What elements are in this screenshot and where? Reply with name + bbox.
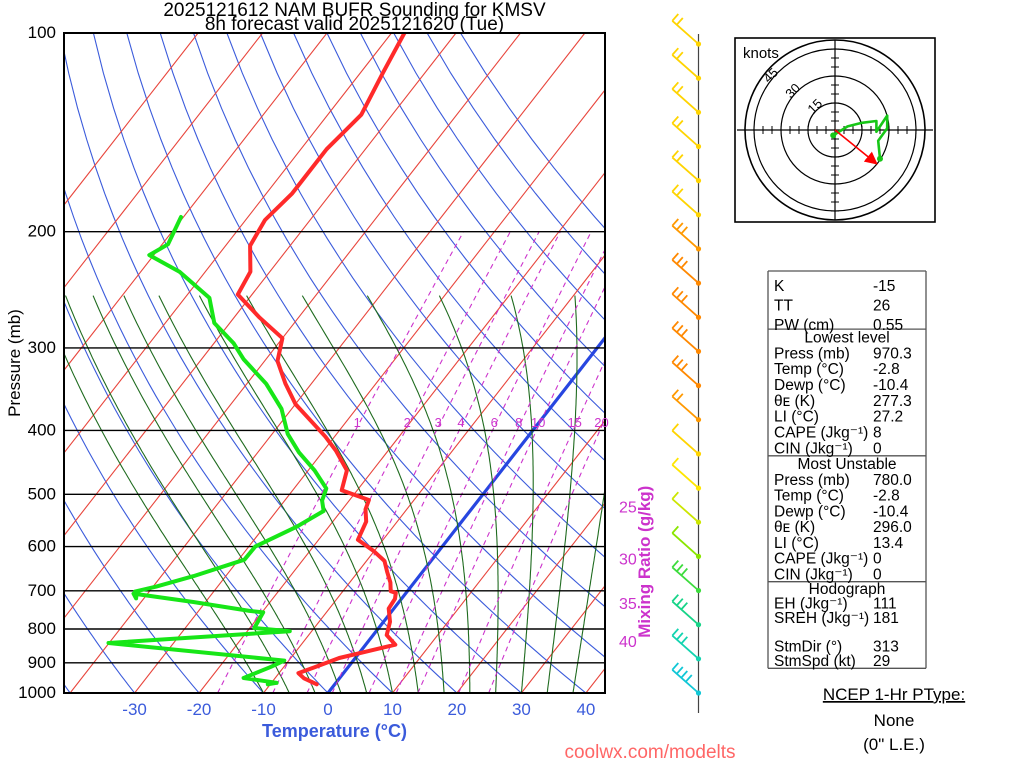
svg-text:CIN (Jkg⁻¹): CIN (Jkg⁻¹): [774, 440, 853, 457]
svg-text:Temp (°C): Temp (°C): [774, 361, 844, 378]
svg-text:-15: -15: [873, 278, 895, 295]
svg-text:(0" L.E.): (0" L.E.): [863, 735, 925, 754]
svg-text:CAPE (Jkg⁻¹): CAPE (Jkg⁻¹): [774, 425, 868, 442]
svg-text:0: 0: [873, 551, 882, 568]
svg-text:-30: -30: [122, 700, 147, 719]
svg-text:1: 1: [354, 415, 361, 430]
svg-text:-10: -10: [251, 700, 276, 719]
svg-text:10: 10: [383, 700, 402, 719]
svg-text:Pressure (mb): Pressure (mb): [5, 309, 24, 417]
svg-text:700: 700: [28, 581, 56, 600]
svg-text:TT: TT: [774, 298, 793, 315]
svg-text:θᴇ (K): θᴇ (K): [774, 393, 815, 410]
svg-text:3: 3: [435, 415, 442, 430]
svg-text:StmSpd (kt): StmSpd (kt): [774, 653, 856, 670]
svg-text:26: 26: [873, 298, 890, 315]
svg-text:-2.8: -2.8: [873, 361, 900, 378]
svg-text:277.3: 277.3: [873, 393, 912, 410]
svg-text:29: 29: [873, 653, 890, 670]
svg-text:800: 800: [28, 619, 56, 638]
svg-text:296.0: 296.0: [873, 519, 912, 536]
svg-text:LI (°C): LI (°C): [774, 409, 819, 426]
svg-text:NCEP 1-Hr PType:: NCEP 1-Hr PType:: [823, 685, 965, 704]
svg-text:10: 10: [531, 415, 545, 430]
svg-text:LI (°C): LI (°C): [774, 535, 819, 552]
svg-text:970.3: 970.3: [873, 345, 912, 362]
svg-text:-2.8: -2.8: [873, 488, 900, 505]
svg-text:8: 8: [515, 415, 522, 430]
svg-text:27.2: 27.2: [873, 409, 903, 426]
svg-text:-20: -20: [187, 700, 212, 719]
svg-text:Mixing Ratio (g/kg): Mixing Ratio (g/kg): [635, 486, 654, 638]
svg-text:knots: knots: [743, 45, 779, 62]
svg-text:Lowest level: Lowest level: [804, 330, 889, 347]
svg-text:Most Unstable: Most Unstable: [797, 456, 896, 473]
svg-text:2: 2: [404, 415, 411, 430]
svg-text:200: 200: [28, 222, 56, 241]
svg-text:8: 8: [873, 425, 882, 442]
svg-text:-10.4: -10.4: [873, 377, 909, 394]
svg-text:Dewp (°C): Dewp (°C): [774, 503, 846, 520]
svg-text:θᴇ (K): θᴇ (K): [774, 519, 815, 536]
svg-text:0: 0: [323, 700, 332, 719]
svg-text:40: 40: [576, 700, 595, 719]
svg-text:Dewp (°C): Dewp (°C): [774, 377, 846, 394]
svg-text:500: 500: [28, 484, 56, 503]
svg-text:100: 100: [28, 23, 56, 42]
svg-text:-10.4: -10.4: [873, 503, 909, 520]
svg-text:CAPE (Jkg⁻¹): CAPE (Jkg⁻¹): [774, 551, 868, 568]
svg-text:Press (mb): Press (mb): [774, 472, 850, 489]
svg-text:900: 900: [28, 653, 56, 672]
svg-text:Temp (°C): Temp (°C): [774, 488, 844, 505]
svg-text:600: 600: [28, 537, 56, 556]
svg-text:0: 0: [873, 440, 882, 457]
svg-text:20: 20: [594, 415, 608, 430]
svg-text:30: 30: [512, 700, 531, 719]
svg-text:780.0: 780.0: [873, 472, 912, 489]
svg-text:K: K: [774, 278, 785, 295]
svg-text:4: 4: [457, 415, 464, 430]
svg-text:Press (mb): Press (mb): [774, 345, 850, 362]
svg-text:Temperature (°C): Temperature (°C): [262, 721, 407, 741]
svg-text:6: 6: [491, 415, 498, 430]
svg-text:20: 20: [447, 700, 466, 719]
svg-text:coolwx.com/modelts: coolwx.com/modelts: [564, 742, 735, 763]
svg-text:300: 300: [28, 338, 56, 357]
svg-text:400: 400: [28, 420, 56, 439]
svg-text:None: None: [874, 711, 915, 730]
svg-text:8h forecast valid 2025121620 (: 8h forecast valid 2025121620 (Tue): [205, 14, 504, 35]
svg-text:SREH (Jkg⁻¹): SREH (Jkg⁻¹): [774, 610, 869, 627]
svg-text:13.4: 13.4: [873, 535, 904, 552]
svg-text:15: 15: [567, 415, 581, 430]
svg-text:1000: 1000: [18, 683, 56, 702]
svg-text:181: 181: [873, 610, 899, 627]
